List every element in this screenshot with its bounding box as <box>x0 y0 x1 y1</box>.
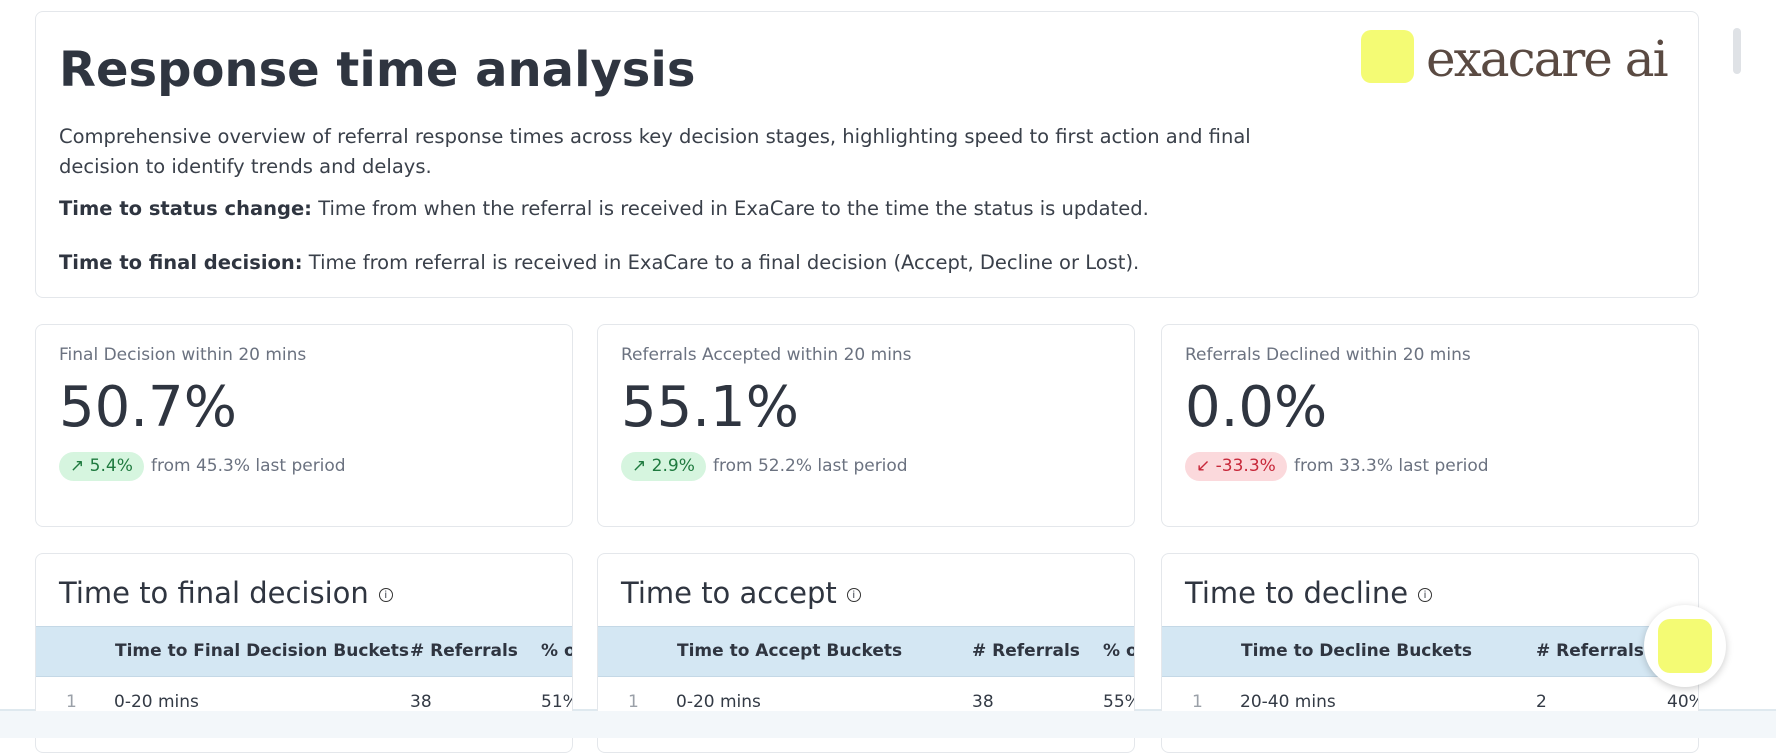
column-header: Time to Decline Buckets <box>1241 641 1472 661</box>
delta-badge: ↗ 2.9% <box>621 452 706 481</box>
header-card: Response time analysis Comprehensive ove… <box>35 11 1699 298</box>
kpi-card: Referrals Accepted within 20 mins 55.1% ↗ … <box>597 324 1135 527</box>
row-number: 1 <box>628 692 639 712</box>
logo-text: exacare ai <box>1426 30 1669 88</box>
kpi-value: 0.0% <box>1185 375 1328 440</box>
term-text: Time from referral is received in ExaCar… <box>308 251 1140 274</box>
delta-badge: ↗ 5.4% <box>59 452 144 481</box>
table-cell: 2 <box>1536 692 1547 712</box>
description: Comprehensive overview of referral respo… <box>59 125 1251 178</box>
info-icon[interactable]: i <box>1418 588 1433 602</box>
table-title: Time to accept i <box>621 576 861 610</box>
table-cell: 0-20 mins <box>676 692 761 712</box>
table-title: Time to final decision i <box>59 576 393 610</box>
definition: Time to status change: Time from when th… <box>59 197 1149 220</box>
comparison: from 52.2% last period <box>713 456 908 476</box>
assistant-button[interactable] <box>1644 605 1726 687</box>
delta-arrow: ↗ <box>632 456 652 476</box>
column-header: Time to Accept Buckets <box>677 641 903 661</box>
column-header: % of Total <box>541 641 572 661</box>
kpi-card: Final Decision within 20 mins 50.7% ↗ 5.4%… <box>35 324 573 527</box>
kpi-label: Referrals Declined within 20 mins <box>1185 345 1471 365</box>
fab-icon <box>1658 619 1712 673</box>
table-title: Time to decline i <box>1185 576 1433 610</box>
row-number: 1 <box>1192 692 1203 712</box>
comparison: from 33.3% last period <box>1294 456 1489 476</box>
info-icon[interactable]: i <box>846 588 861 602</box>
definition: Time to final decision: Time from referr… <box>59 251 1139 274</box>
delta-badge: ↙ -33.3% <box>1185 452 1287 481</box>
comparison: from 45.3% last period <box>151 456 346 476</box>
row-number: 1 <box>66 692 77 712</box>
delta-arrow: ↙ <box>1196 456 1216 476</box>
delta-value: 5.4% <box>89 456 133 476</box>
table-header: Time to Decline Buckets# Referrals% of T… <box>1162 626 1698 677</box>
column-header: Time to Final Decision Buckets <box>115 641 410 661</box>
column-header: # Referrals <box>1536 641 1644 661</box>
table-cell: 40% <box>1667 692 1698 712</box>
delta-value: 2.9% <box>651 456 695 476</box>
term-text: Time from when the referral is received … <box>318 197 1149 220</box>
delta-arrow: ↗ <box>70 456 90 476</box>
column-header: # Referrals <box>972 641 1080 661</box>
page-scrollbar[interactable] <box>1733 28 1741 74</box>
app-frame: Response time analysis Comprehensive ove… <box>0 11 1776 753</box>
table-header: Time to Final Decision Buckets # Referral… <box>36 626 572 677</box>
term: Time to final decision: <box>59 251 303 274</box>
term: Time to status change: <box>59 197 312 220</box>
kpi-label: Referrals Accepted within 20 mins <box>621 345 912 365</box>
table-cell: 38 <box>972 692 994 712</box>
column-header: % of Total <box>1103 641 1134 661</box>
delta-value: -33.3% <box>1215 456 1276 476</box>
table-cell: 0-20 mins <box>114 692 199 712</box>
kpi-value: 50.7% <box>59 375 237 440</box>
bottom-strip <box>0 711 1776 738</box>
logo-icon <box>1361 30 1414 83</box>
table-cell: 55% <box>1103 692 1134 712</box>
table-cell: 20-40 mins <box>1240 692 1336 712</box>
table-cell: 51% <box>541 692 572 712</box>
table-cell: 38 <box>410 692 432 712</box>
kpi-card: Referrals Declined within 20 mins 0.0% ↙ -… <box>1161 324 1699 527</box>
column-header: # Referrals <box>410 641 518 661</box>
info-icon[interactable]: i <box>378 588 393 602</box>
page-title: Response time analysis <box>59 42 696 98</box>
kpi-value: 55.1% <box>621 375 799 440</box>
table-header: Time to Accept Buckets # Referrals % of To… <box>598 626 1134 677</box>
kpi-label: Final Decision within 20 mins <box>59 345 307 365</box>
